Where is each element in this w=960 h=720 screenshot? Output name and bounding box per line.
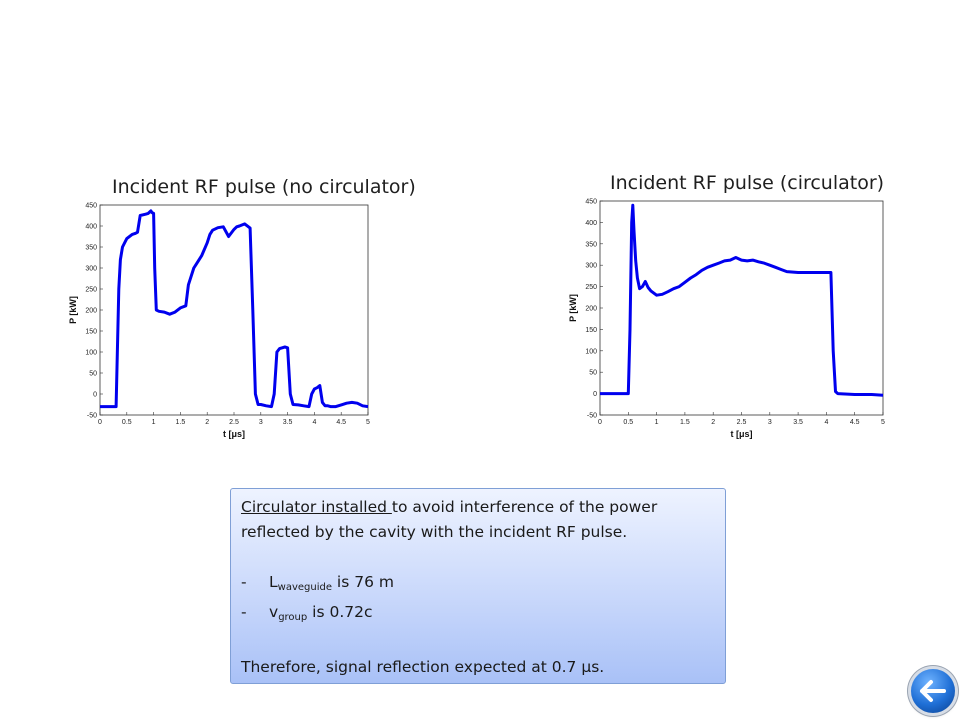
y-tick-label: 50 [589, 370, 597, 377]
x-tick-label: 2.5 [737, 419, 747, 426]
x-tick-label: 0.5 [122, 419, 132, 426]
series-line [100, 209, 369, 409]
plot-frame [99, 204, 369, 416]
y-tick-label: -50 [587, 413, 597, 420]
x-tick-label: 3 [259, 419, 263, 426]
x-tick-label: 4.5 [850, 419, 860, 426]
back-button[interactable] [911, 669, 955, 713]
y-tick-label: 450 [585, 199, 597, 206]
x-tick-label: 1.5 [176, 419, 186, 426]
y-tick-label: 0 [593, 391, 597, 398]
y-tick-label: 450 [85, 203, 97, 210]
y-tick-label: 250 [585, 284, 597, 291]
explanation-box: Circulator installed to avoid interferen… [230, 488, 726, 684]
y-tick-label: 350 [585, 241, 597, 248]
x-tick-label: 0.5 [623, 419, 633, 426]
x-tick-label: 1 [152, 419, 156, 426]
x-tick-label: 0 [98, 419, 102, 426]
y-axis-label: P [kW] [68, 296, 78, 324]
plot-frame [599, 200, 884, 416]
x-tick-label: 2.5 [229, 419, 239, 426]
chart-title-left: Incident RF pulse (no circulator) [112, 176, 416, 198]
y-axis-label: P [kW] [568, 294, 578, 322]
x-tick-label: 5 [881, 419, 885, 426]
arrow-left-icon [920, 680, 946, 702]
y-tick-label: -50 [87, 413, 97, 420]
y-tick-label: 150 [585, 327, 597, 334]
x-tick-label: 2 [711, 419, 715, 426]
y-tick-label: 400 [85, 224, 97, 231]
x-axis-label: t [μs] [730, 429, 752, 439]
y-tick-label: 200 [585, 306, 597, 313]
x-tick-label: 1 [655, 419, 659, 426]
x-tick-label: 4 [312, 419, 316, 426]
x-tick-label: 3 [768, 419, 772, 426]
explanation-line-2: reflected by the cavity with the inciden… [241, 523, 628, 541]
chart-title-right: Incident RF pulse (circulator) [610, 172, 885, 194]
y-tick-label: 50 [89, 371, 97, 378]
y-tick-label: 0 [93, 392, 97, 399]
series-line [600, 203, 884, 397]
x-tick-label: 5 [366, 419, 370, 426]
chart-no-circulator: 0 0.5 1 1.5 2 2.5 3 3.5 4 4.5 5-500501001502002503… [68, 203, 370, 440]
y-tick-label: 350 [85, 245, 97, 252]
bullet-group-velocity: - vgroup is 0.72c [241, 603, 373, 623]
x-tick-label: 2 [205, 419, 209, 426]
explanation-conclusion: Therefore, signal reflection expected at… [241, 658, 605, 676]
x-tick-label: 4 [824, 419, 828, 426]
chart-circulator: 0 0.5 1 1.5 2 2.5 3 3.5 4 4.5 5-500501001502002503… [568, 199, 885, 440]
y-tick-label: 200 [85, 308, 97, 315]
y-tick-label: 100 [585, 348, 597, 355]
y-tick-label: 300 [585, 263, 597, 270]
x-tick-label: 1.5 [680, 419, 690, 426]
x-tick-label: 3.5 [793, 419, 803, 426]
y-tick-label: 300 [85, 266, 97, 273]
bullet-waveguide-length: - Lwaveguide is 76 m [241, 573, 394, 593]
x-axis-label: t [μs] [223, 429, 245, 439]
x-tick-label: 0 [598, 419, 602, 426]
y-tick-label: 400 [585, 220, 597, 227]
circulator-installed-text: Circulator installed [241, 498, 392, 516]
y-tick-label: 250 [85, 287, 97, 294]
y-tick-label: 150 [85, 329, 97, 336]
x-tick-label: 4.5 [336, 419, 346, 426]
explanation-line-1: Circulator installed to avoid interferen… [241, 498, 658, 516]
y-tick-label: 100 [85, 350, 97, 357]
x-tick-label: 3.5 [283, 419, 293, 426]
